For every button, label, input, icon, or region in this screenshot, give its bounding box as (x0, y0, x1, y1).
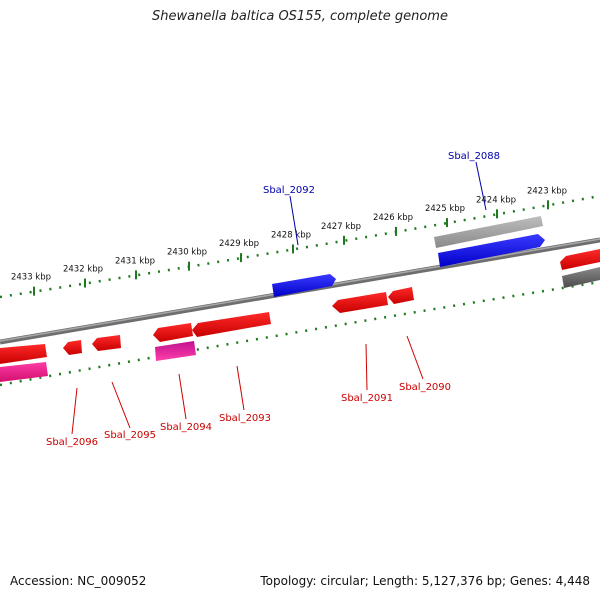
gene-sbal-2096[interactable] (63, 340, 82, 355)
tick-label: 2428 kbp (271, 230, 311, 240)
label-sbal-2088[interactable]: Sbal_2088 (448, 151, 500, 162)
leader-sbal-2096 (71, 387, 78, 435)
tick-label: 2424 kbp (476, 195, 516, 205)
leader-sbal-2093 (236, 365, 245, 411)
gene-right-edge-dark[interactable] (562, 267, 600, 288)
label-sbal-2094[interactable]: Sbal_2094 (160, 422, 212, 433)
gene-reverse-small-a[interactable] (153, 323, 193, 342)
tick-label: 2433 kbp (11, 273, 51, 283)
gene-right-edge-red[interactable] (560, 249, 600, 270)
label-sbal-2093[interactable]: Sbal_2093 (219, 413, 271, 424)
leader-sbal-2090 (406, 335, 424, 380)
leader-sbal-2094 (178, 373, 187, 420)
accession-text: Accession: NC_009052 (10, 574, 147, 588)
genome-summary-text: Topology: circular; Length: 5,127,376 bp… (260, 574, 590, 588)
gene-sbal-2090[interactable] (388, 287, 414, 304)
gene-sbal-2091[interactable] (332, 292, 388, 313)
tick-label: 2425 kbp (425, 204, 465, 214)
gene-sbal-2088[interactable] (438, 234, 545, 267)
map-title: Shewanella baltica OS155, complete genom… (152, 9, 448, 24)
leader-sbal-2095 (111, 381, 131, 429)
leader-sbal-2092 (289, 195, 299, 246)
gene-sbal-2094[interactable] (155, 341, 196, 361)
label-sbal-2091[interactable]: Sbal_2091 (341, 393, 393, 404)
tick-label: 2426 kbp (373, 213, 413, 223)
gene-sbal-2093[interactable] (192, 312, 271, 337)
label-sbal-2092[interactable]: Sbal_2092 (263, 185, 315, 196)
tick-labels: 2433 kbp 2432 kbp 2431 kbp 2430 kbp 2429 kbp… (11, 186, 567, 282)
label-sbal-2090[interactable]: Sbal_2090 (399, 382, 451, 393)
tick-label: 2431 kbp (115, 256, 155, 266)
major-ticks (33, 200, 549, 296)
leader-sbal-2091 (365, 343, 368, 391)
tick-label: 2427 kbp (321, 222, 361, 232)
tick-label: 2429 kbp (219, 239, 259, 249)
tick-label: 2432 kbp (63, 265, 103, 275)
tick-label: 2423 kbp (527, 186, 567, 196)
gene-left-edge-pink[interactable] (0, 362, 48, 382)
label-sbal-2096[interactable]: Sbal_2096 (46, 437, 98, 448)
gene-left-edge-red[interactable] (0, 344, 47, 364)
gene-sbal-2092[interactable] (272, 274, 336, 297)
leader-sbal-2088 (475, 161, 487, 211)
scale-track-inner (0, 280, 600, 387)
tick-label: 2430 kbp (167, 248, 207, 258)
label-sbal-2095[interactable]: Sbal_2095 (104, 430, 156, 441)
gene-gray-upper[interactable] (434, 216, 543, 248)
gene-sbal-2095[interactable] (92, 335, 121, 351)
